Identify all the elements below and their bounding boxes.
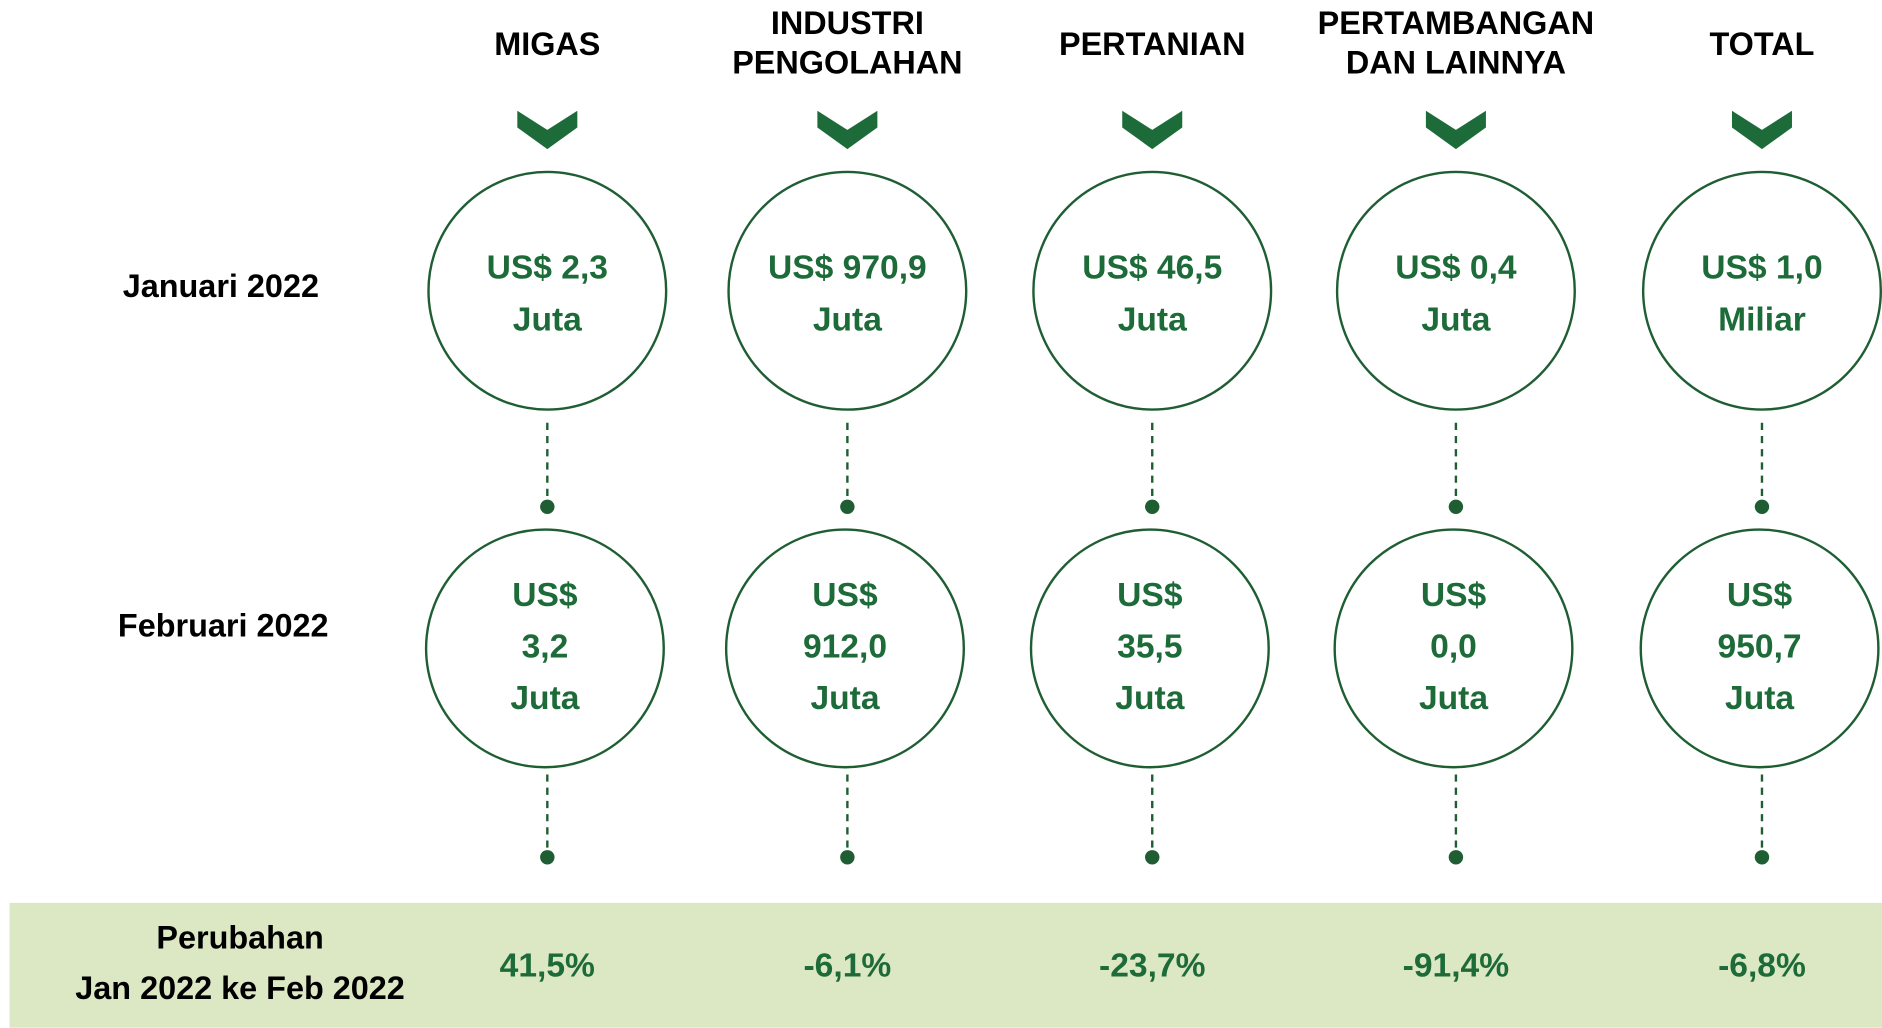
january-value-line: Miliar bbox=[1718, 301, 1806, 338]
february-value-line: 912,0 bbox=[803, 628, 887, 665]
column-header-line: INDUSTRI bbox=[771, 4, 924, 40]
january-value: US$ 970,9 Juta bbox=[768, 250, 927, 339]
january-value-line: Juta bbox=[513, 301, 582, 338]
january-value-line: US$ 970,9 bbox=[768, 250, 927, 287]
value-circle bbox=[1333, 528, 1574, 769]
column-header-line: MIGAS bbox=[494, 25, 600, 61]
change-value: -91,4% bbox=[1403, 948, 1509, 985]
value-circle bbox=[1639, 528, 1880, 769]
february-value-line: Juta bbox=[1115, 680, 1184, 717]
february-value-line: 3,2 bbox=[522, 628, 569, 665]
january-value-line: Juta bbox=[813, 301, 882, 338]
february-value-line: Juta bbox=[1725, 680, 1794, 717]
change-value: -23,7% bbox=[1099, 948, 1205, 985]
connector-dot bbox=[540, 499, 555, 514]
value-circle bbox=[1029, 528, 1270, 769]
column-header: PERTAMBANGAN DAN LAINNYA bbox=[1318, 4, 1595, 80]
change-band bbox=[9, 902, 1882, 1028]
february-value-line: US$ bbox=[1117, 577, 1183, 614]
february-value-line: Juta bbox=[1419, 680, 1488, 717]
column-header-line: PENGOLAHAN bbox=[732, 44, 962, 80]
column-header: INDUSTRI PENGOLAHAN bbox=[732, 4, 962, 80]
column-header-line: PERTANIAN bbox=[1059, 25, 1246, 61]
column-header-line: DAN LAINNYA bbox=[1346, 44, 1566, 80]
january-value-line: US$ 2,3 bbox=[487, 250, 608, 287]
january-value-line: Juta bbox=[1421, 301, 1490, 338]
value-circle bbox=[1335, 170, 1576, 411]
connector-dot bbox=[1448, 499, 1464, 514]
connector-dot bbox=[840, 499, 855, 514]
connector-dot bbox=[540, 850, 555, 865]
january-value: US$ 1,0 Miliar bbox=[1701, 250, 1822, 339]
february-value-line: US$ bbox=[1727, 577, 1793, 614]
chevron bbox=[817, 110, 878, 150]
february-value-line: 35,5 bbox=[1117, 628, 1182, 665]
row-label: Perubahan bbox=[156, 920, 323, 956]
chevron bbox=[1425, 110, 1486, 150]
connector-dot bbox=[1145, 850, 1160, 865]
connector-dot bbox=[1754, 850, 1770, 865]
value-circle bbox=[427, 170, 668, 411]
february-value-line: US$ bbox=[512, 577, 578, 614]
january-value: US$ 46,5 Juta bbox=[1082, 250, 1222, 339]
column-header: MIGAS bbox=[494, 25, 600, 61]
connector-dot bbox=[840, 850, 855, 865]
january-value-line: US$ 1,0 bbox=[1701, 250, 1822, 287]
value-circle bbox=[424, 528, 665, 769]
value-circle bbox=[727, 170, 968, 411]
connector-dot bbox=[1145, 499, 1160, 514]
february-value-line: US$ bbox=[812, 577, 878, 614]
february-value: US$ 3,2 Juta bbox=[510, 577, 579, 717]
february-value-line: Juta bbox=[810, 680, 879, 717]
row-label: Februari 2022 bbox=[118, 608, 329, 644]
january-value-line: US$ 0,4 bbox=[1395, 250, 1517, 287]
row-label: Januari 2022 bbox=[123, 268, 319, 304]
value-circle bbox=[724, 528, 966, 769]
chevron bbox=[1122, 110, 1183, 150]
january-value: US$ 0,4 Juta bbox=[1395, 250, 1517, 339]
connector-dot bbox=[1448, 850, 1464, 865]
february-value: US$ 912,0 Juta bbox=[803, 577, 887, 717]
february-value-line: US$ bbox=[1421, 577, 1487, 614]
change-value: 41,5% bbox=[500, 948, 595, 985]
column-header: TOTAL bbox=[1709, 25, 1814, 61]
chevron bbox=[517, 110, 578, 150]
january-value: US$ 2,3 Juta bbox=[487, 250, 608, 339]
february-value-line: Juta bbox=[510, 680, 579, 717]
chevron bbox=[1731, 110, 1792, 150]
february-value: US$ 35,5 Juta bbox=[1115, 577, 1184, 717]
change-value: -6,8% bbox=[1718, 948, 1806, 985]
february-value: US$ 950,7 Juta bbox=[1718, 577, 1802, 717]
february-value: US$ 0,0 Juta bbox=[1419, 577, 1488, 717]
row-label: Jan 2022 ke Feb 2022 bbox=[75, 970, 405, 1006]
column-header-line: TOTAL bbox=[1709, 25, 1814, 61]
change-value: -6,1% bbox=[803, 948, 891, 985]
column-header-line: PERTAMBANGAN bbox=[1318, 4, 1595, 40]
february-value-line: 950,7 bbox=[1718, 628, 1802, 665]
connector-dot bbox=[1754, 499, 1770, 514]
column-header: PERTANIAN bbox=[1059, 25, 1246, 61]
february-value-line: 0,0 bbox=[1430, 628, 1477, 665]
value-circle bbox=[1032, 170, 1273, 411]
january-value-line: US$ 46,5 bbox=[1082, 250, 1222, 287]
value-circle bbox=[1641, 170, 1882, 411]
january-value-line: Juta bbox=[1118, 301, 1187, 338]
